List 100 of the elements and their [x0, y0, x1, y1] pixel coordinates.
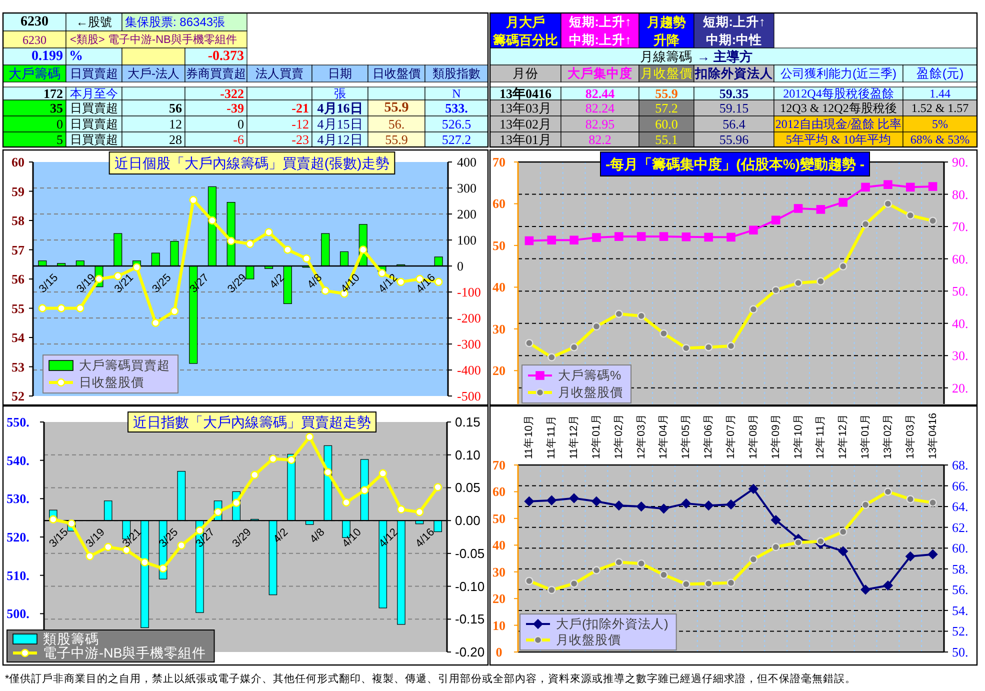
text: 日收盤價 — [372, 66, 420, 80]
x-tick-label: 12年10月 — [792, 414, 804, 459]
x-tick-label: 4/12 — [376, 272, 400, 296]
y2-tick-label: 58. — [952, 561, 968, 576]
legend-label: 電子中游-NB與手機零組件 — [43, 646, 206, 660]
point — [49, 515, 58, 524]
text: 盈餘(元) — [916, 66, 964, 80]
text: 13年01月 — [500, 132, 552, 147]
x-tick-label: 12年08月 — [747, 414, 760, 459]
x-tick-label: 12年04月 — [658, 414, 670, 459]
x-tick-label: 12年02月 — [612, 414, 625, 459]
text: 59.35 — [719, 86, 750, 101]
text: 類股指數 — [432, 66, 480, 80]
text: 12 — [169, 116, 182, 132]
text: 5% — [932, 117, 948, 131]
point — [838, 546, 848, 556]
point — [838, 198, 848, 207]
point — [771, 216, 780, 224]
y-tick-label: 57 — [12, 242, 25, 258]
y-tick-label: 70 — [492, 154, 506, 170]
y-tick-label: 59 — [12, 184, 25, 199]
text: 月份 — [512, 66, 538, 80]
point — [682, 232, 691, 242]
point — [614, 232, 624, 241]
x-tick-label: 3/21 — [112, 272, 136, 296]
x-tick-label: 4/8 — [305, 272, 325, 292]
point — [770, 515, 781, 525]
x-tick-label: 13年01月 — [860, 414, 872, 459]
y-tick-label: 58 — [12, 213, 25, 228]
x-tick-label: 4/10 — [338, 272, 362, 296]
point — [434, 483, 442, 492]
x-tick-label: 13年03月 — [904, 414, 916, 459]
text: 12Q3 & 12Q2每股稅後 — [780, 101, 897, 115]
y2-tick-label: 50. — [952, 284, 968, 299]
point — [378, 469, 387, 478]
x-tick-label: 3/19 — [84, 526, 108, 550]
x-tick-label: 4/10 — [340, 526, 364, 550]
text: 55.1 — [655, 132, 678, 147]
point — [67, 519, 76, 528]
text: *僅供訂戶非商業目的之自用，禁止以紙張或電子媒介、其他任何形式翻印、複製、傳遞、引用部份或全部內容，資料來源或推導之數字雖已經過仔細求證，但不保證毫無錯誤。 — [5, 672, 856, 685]
text: 55.9 — [655, 86, 678, 101]
point — [636, 232, 646, 241]
y2-tick-label: 300 — [457, 180, 476, 196]
y2-tick-label: 80. — [952, 186, 968, 202]
text: 大戶集中度 — [568, 66, 632, 80]
point — [152, 318, 160, 327]
point — [681, 498, 692, 508]
y-tick-label: 50 — [492, 510, 506, 526]
y2-tick-label: 54. — [952, 602, 968, 618]
point — [189, 196, 198, 204]
point — [524, 496, 534, 506]
point — [360, 486, 369, 494]
y-tick-label: 52 — [12, 388, 24, 404]
text: 82.44 — [585, 86, 616, 101]
chart-title: 近日個股「大戶內線籌碼」買賣超(張數)走勢 — [114, 155, 390, 171]
y2-tick-label: 0.10 — [455, 447, 480, 462]
y2-tick-label: -200 — [457, 310, 481, 326]
chart-title: 近日指數「大戶內線籌碼」買賣超走勢 — [133, 414, 371, 430]
legend-label: 大戶(扣除外資法人) — [556, 617, 668, 631]
point — [321, 286, 330, 295]
text: 升降 — [652, 32, 680, 48]
y2-tick-label: 0.05 — [455, 480, 480, 496]
x-tick-label: 4/2 — [268, 272, 287, 292]
y2-tick-label: 70. — [952, 219, 968, 234]
y2-tick-label: -300 — [457, 336, 481, 352]
point — [397, 505, 406, 514]
text: 6230 — [20, 14, 48, 30]
y-tick-label: 530. — [6, 491, 30, 506]
legend-label: 類股籌碼 — [43, 632, 99, 646]
point — [415, 508, 424, 516]
point — [614, 500, 624, 510]
text: 4月12日 — [317, 132, 363, 147]
y2-tick-label: 0 — [457, 258, 464, 274]
y2-tick-label: 66. — [952, 478, 968, 494]
y-tick-label: 56 — [12, 272, 25, 286]
text: 82.2 — [588, 132, 612, 147]
y-tick-label: 30 — [492, 564, 506, 580]
text: 56 — [169, 100, 182, 116]
point — [726, 500, 736, 510]
text: 公司獲利能力(近三季) — [780, 66, 896, 80]
y2-tick-label: 52. — [952, 624, 968, 639]
text: 本月至今 — [70, 86, 118, 100]
point — [232, 498, 240, 507]
text: 82.95 — [585, 116, 615, 132]
y-tick-label: 510. — [6, 568, 30, 583]
y-tick-label: 60 — [492, 484, 506, 500]
y2-tick-label: -0.20 — [455, 644, 485, 660]
point — [306, 432, 314, 442]
text: 中期:中性 — [706, 33, 762, 47]
text: 2012自由現金/盈餘 比率 — [775, 117, 902, 131]
point — [749, 226, 758, 234]
x-tick-label: 12年05月 — [680, 414, 692, 459]
text: 日買賣超 — [70, 117, 118, 131]
point — [726, 232, 736, 242]
point — [592, 496, 602, 506]
x-tick-label: 11年12月 — [568, 414, 580, 459]
text: 扣除外資法人 — [694, 66, 774, 80]
point — [659, 232, 668, 241]
y2-tick-label: 60. — [952, 251, 968, 266]
text: 35 — [50, 100, 64, 116]
